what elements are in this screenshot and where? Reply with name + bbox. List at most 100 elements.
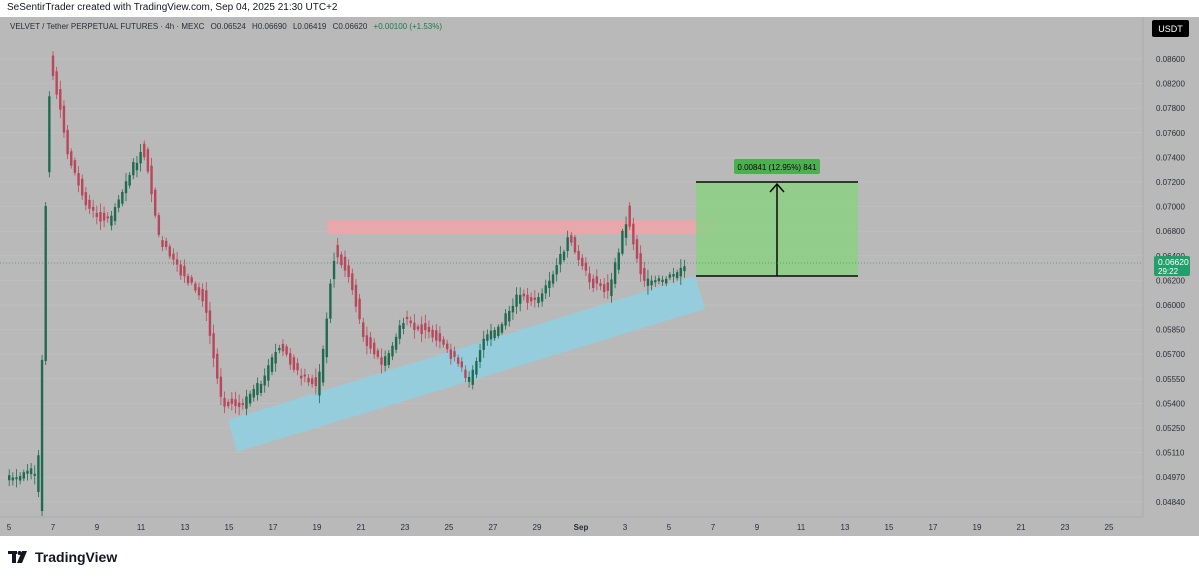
time-label: 9 xyxy=(755,523,760,532)
branding-footer: TradingView xyxy=(8,549,117,565)
candle-body xyxy=(446,343,449,350)
price-axis: 0.08600 0.08200 0.07800 0.07600 0.07400 0.072… xyxy=(1156,55,1185,507)
candle-body xyxy=(467,376,471,382)
price-label: 0.07000 xyxy=(1156,203,1185,212)
candle-body xyxy=(157,215,161,235)
candle-body xyxy=(263,375,266,386)
candle-body xyxy=(216,353,219,379)
support-channel[interactable] xyxy=(228,276,705,452)
price-label: 0.05550 xyxy=(1156,375,1185,384)
candle-body xyxy=(278,347,281,351)
candle-body xyxy=(508,311,511,322)
resistance-zone[interactable] xyxy=(327,220,716,234)
candle-body xyxy=(391,345,394,357)
current-price-value: 0.06620 xyxy=(1158,257,1189,267)
candle-body xyxy=(679,267,682,277)
candle-body xyxy=(566,237,569,252)
candle-body xyxy=(88,199,91,209)
candle-body xyxy=(332,261,336,280)
candle-body xyxy=(519,294,522,304)
price-label: 0.05700 xyxy=(1156,350,1185,359)
candle-body xyxy=(256,383,259,396)
candle-body xyxy=(175,259,179,265)
candle-body xyxy=(77,173,80,186)
candle-body xyxy=(208,310,212,336)
candle-body xyxy=(526,294,529,303)
candle-body xyxy=(270,357,274,372)
ohlc-low: L0.06419 xyxy=(292,22,327,31)
candle-body xyxy=(135,162,139,171)
candle-body xyxy=(376,350,380,357)
time-label: 9 xyxy=(95,523,100,532)
candle-body xyxy=(51,55,55,76)
candle-body xyxy=(683,266,686,272)
candle-body xyxy=(124,181,128,194)
candle-body xyxy=(194,283,197,291)
price-label: 0.07200 xyxy=(1156,178,1185,187)
candle-body xyxy=(230,398,234,404)
time-label: 13 xyxy=(181,523,190,532)
candle-body xyxy=(44,206,47,362)
candle-body xyxy=(296,363,299,371)
candle-body xyxy=(639,253,642,275)
price-chart[interactable]: 0.00841 (12.95%) 841 0.08600 0.08200 0.078… xyxy=(0,17,1199,536)
candle-body xyxy=(248,393,252,404)
candle-body xyxy=(675,272,679,279)
candle-body xyxy=(482,338,485,350)
time-label: 7 xyxy=(51,523,56,532)
candle-body xyxy=(62,105,66,133)
time-label: 23 xyxy=(1061,523,1070,532)
chart-area[interactable] xyxy=(0,17,1199,536)
candle-body xyxy=(241,403,244,406)
time-label: 21 xyxy=(357,523,366,532)
candle-body xyxy=(164,240,168,248)
candle-body xyxy=(529,297,533,302)
candle-body xyxy=(420,324,423,335)
price-label: 0.08200 xyxy=(1156,80,1185,89)
candle-body xyxy=(172,253,175,260)
candle-body xyxy=(340,254,343,266)
time-label: 25 xyxy=(445,523,454,532)
candle-body xyxy=(237,402,241,407)
tradingview-logo-text: TradingView xyxy=(35,549,118,565)
measure-label: 0.00841 (12.95%) 841 xyxy=(737,163,817,172)
candle-body xyxy=(672,274,675,277)
time-label: 21 xyxy=(1017,523,1026,532)
price-label: 0.05110 xyxy=(1156,449,1185,458)
time-label: 15 xyxy=(225,523,234,532)
candle-body xyxy=(106,216,109,219)
candle-body xyxy=(402,323,405,329)
candle-body xyxy=(665,278,668,284)
candle-body xyxy=(285,346,288,355)
time-label: Sep xyxy=(574,523,589,532)
candle-body xyxy=(300,375,303,379)
time-label: 17 xyxy=(929,523,938,532)
candle-body xyxy=(493,329,496,339)
candle-body xyxy=(26,470,29,474)
ohlc-high: H0.06690 xyxy=(252,22,287,31)
symbol-info: VELVET / Tether PERPETUAL FUTURES · 4h ·… xyxy=(10,22,446,31)
time-label: 23 xyxy=(401,523,410,532)
candle-body xyxy=(650,280,653,286)
measure-label-box xyxy=(734,159,820,174)
time-label: 19 xyxy=(313,523,322,532)
candle-body xyxy=(486,334,489,341)
candle-body xyxy=(33,473,36,476)
candle-body xyxy=(252,388,255,398)
candle-body xyxy=(438,333,442,342)
candle-body xyxy=(398,325,401,339)
price-label: 0.06200 xyxy=(1156,276,1185,285)
candle-body xyxy=(154,189,157,216)
candle-body xyxy=(143,143,146,158)
time-label: 13 xyxy=(841,523,850,532)
candle-body xyxy=(373,342,376,355)
price-label: 0.06000 xyxy=(1156,301,1185,310)
candle-body xyxy=(179,264,182,276)
candle-body xyxy=(500,324,504,333)
currency-button[interactable]: USDT xyxy=(1152,20,1189,37)
candle-body xyxy=(121,191,124,204)
candle-body xyxy=(522,293,526,297)
candle-body xyxy=(267,365,270,381)
candle-body xyxy=(464,369,467,379)
price-label: 0.04970 xyxy=(1156,473,1185,482)
